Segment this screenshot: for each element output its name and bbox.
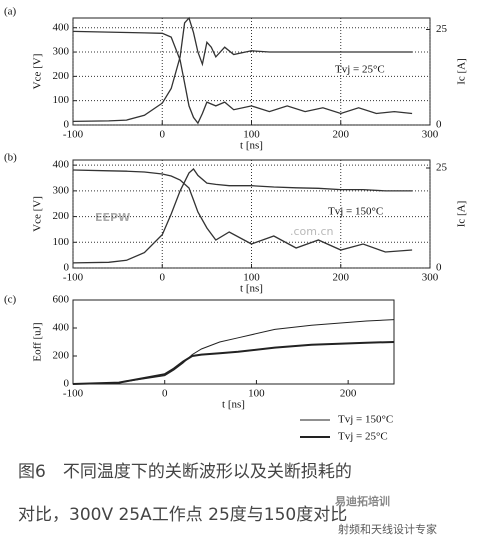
y2-tick-label: 0 [436,262,442,274]
y-tick-label: 200 [53,210,70,222]
watermark: .com.cn [290,225,334,238]
y2-tick-label: 25 [436,23,448,35]
y2-tick-label: 25 [436,162,448,174]
y2-axis-label: Ic [A] [456,201,468,228]
x-tick-label: 100 [243,272,260,284]
x-tick-label: -100 [63,388,84,400]
series-line [72,341,395,385]
x-tick-label: 0 [162,388,168,400]
x-tick-label: 0 [160,129,166,141]
y-tick-label: 400 [53,159,70,171]
y-tick-label: 200 [53,350,70,362]
caption-line: 对比，300V 25A工作点 25度与150度对比 [18,505,347,525]
caption-line: 图6 不同温度下的关断波形以及关断损耗的 [18,462,352,482]
x-axis-label: t [ns] [240,283,263,295]
y-tick-label: 600 [53,294,70,306]
y-tick-label: 0 [64,119,70,131]
x-tick-label: -100 [63,272,84,284]
series-line [72,16,413,123]
series-line [72,319,395,385]
annotation: Tvj = 25°C [335,64,385,76]
plot-frame [72,299,395,385]
x-axis-label: t [ns] [222,399,245,411]
y-tick-label: 300 [53,46,70,58]
x-tick-label: -100 [63,129,84,141]
watermark: EEPW [95,211,130,224]
y-axis-label: Vce [V] [32,54,44,90]
x-tick-label: 300 [422,272,439,284]
y-tick-label: 100 [53,94,70,106]
x-tick-label: 100 [248,388,265,400]
series-line [72,30,413,125]
y2-tick-label: 0 [436,119,442,131]
y-axis-label: Eoff [uJ] [32,322,44,361]
series-line [72,168,413,264]
panel-label: (a) [4,6,17,18]
y2-axis-label: Ic [A] [456,58,468,85]
legend-label: Tvj = 25°C [338,431,388,443]
y-tick-label: 100 [53,236,70,248]
y-tick-label: 0 [64,378,70,390]
y-tick-label: 200 [53,70,70,82]
watermark: 易迪拓培训 [335,494,390,508]
x-tick-label: 200 [340,388,357,400]
series-line [72,169,413,253]
x-tick-label: 300 [422,129,439,141]
y-tick-label: 0 [64,262,70,274]
x-axis-label: t [ns] [240,140,263,152]
annotation: Tvj = 150°C [328,206,383,218]
y-tick-label: 300 [53,184,70,196]
watermark: 射频和天线设计专家 [338,522,437,536]
y-tick-label: 400 [53,21,70,33]
y-axis-label: Vce [V] [32,196,44,232]
x-tick-label: 100 [243,129,260,141]
x-tick-label: 200 [333,272,350,284]
legend-label: Tvj = 150°C [338,414,393,426]
x-tick-label: 200 [333,129,350,141]
x-tick-label: 0 [160,272,166,284]
panel-label: (c) [4,294,17,306]
y-tick-label: 400 [53,322,70,334]
panel-label: (b) [4,152,17,164]
